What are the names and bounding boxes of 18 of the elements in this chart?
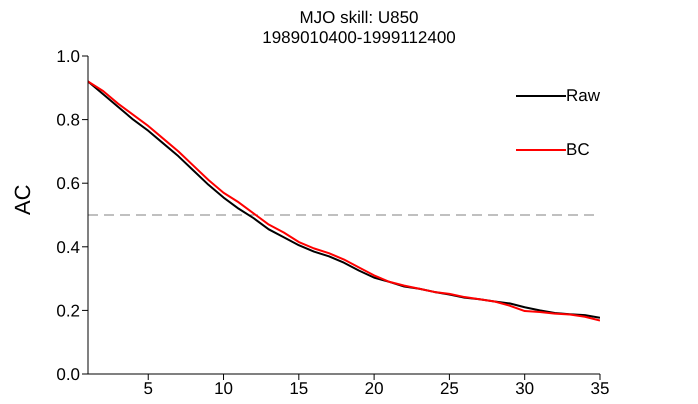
x-tick-label: 10 (214, 379, 233, 398)
legend-label: Raw (566, 86, 600, 106)
y-tick-label: 0.6 (56, 174, 80, 194)
chart-title: MJO skill: U850 (298, 8, 420, 28)
y-tick-label: 0.0 (56, 365, 80, 384)
y-tick-label: 0.2 (56, 301, 80, 320)
y-tick-label: 0.8 (56, 110, 80, 130)
x-tick-label: 25 (440, 379, 459, 398)
legend-label: BC (566, 140, 590, 160)
y-axis-title: AC (10, 184, 35, 215)
x-tick-label: 30 (515, 379, 534, 398)
x-tick-label: 35 (590, 379, 610, 398)
x-tick-label: 5 (144, 379, 153, 398)
y-tick-label: 1.0 (56, 47, 80, 66)
y-tick-label: 0.4 (56, 238, 80, 257)
chart-subtitle: 1989010400-1999112400 (261, 28, 457, 48)
x-tick-label: 20 (364, 379, 384, 398)
x-tick-label: 15 (289, 379, 308, 398)
